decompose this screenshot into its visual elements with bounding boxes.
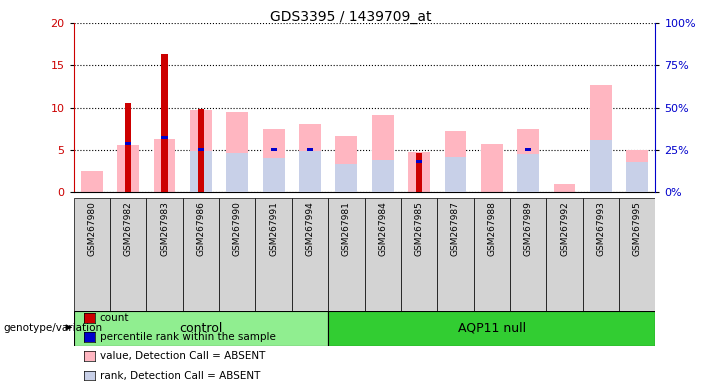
Bar: [226, 112, 248, 192]
Text: GSM267989: GSM267989: [524, 201, 533, 256]
Text: percentile rank within the sample: percentile rank within the sample: [100, 332, 275, 342]
Bar: [474, 198, 510, 317]
Bar: [74, 311, 328, 346]
Text: count: count: [100, 313, 129, 323]
Text: GSM267984: GSM267984: [379, 201, 387, 256]
Bar: [125, 103, 131, 192]
Bar: [590, 85, 612, 192]
Bar: [307, 148, 313, 151]
Bar: [263, 129, 285, 192]
Text: GSM267992: GSM267992: [560, 201, 569, 256]
Bar: [626, 150, 648, 192]
Bar: [444, 157, 466, 192]
Bar: [81, 171, 102, 192]
Bar: [626, 162, 648, 192]
Bar: [416, 153, 422, 192]
Bar: [110, 198, 147, 317]
Bar: [365, 198, 401, 317]
Bar: [271, 148, 277, 151]
Text: rank, Detection Call = ABSENT: rank, Detection Call = ABSENT: [100, 371, 260, 381]
Text: AQP11 null: AQP11 null: [458, 322, 526, 335]
Text: GSM267983: GSM267983: [160, 201, 169, 256]
Bar: [154, 139, 175, 192]
Bar: [125, 142, 131, 145]
Bar: [481, 144, 503, 192]
Bar: [335, 164, 358, 192]
Bar: [299, 151, 321, 192]
Text: GSM267981: GSM267981: [342, 201, 350, 256]
Bar: [335, 136, 358, 192]
Bar: [198, 109, 204, 192]
Bar: [554, 184, 576, 192]
Text: genotype/variation: genotype/variation: [4, 323, 102, 333]
Bar: [510, 198, 546, 317]
Bar: [198, 148, 204, 151]
Bar: [190, 151, 212, 192]
Text: GSM267993: GSM267993: [597, 201, 606, 256]
Bar: [517, 129, 539, 192]
Bar: [263, 158, 285, 192]
Text: GSM267991: GSM267991: [269, 201, 278, 256]
Bar: [328, 311, 655, 346]
Bar: [219, 198, 255, 317]
Text: GDS3395 / 1439709_at: GDS3395 / 1439709_at: [270, 10, 431, 23]
Bar: [546, 198, 583, 317]
Text: GSM267990: GSM267990: [233, 201, 242, 256]
Bar: [328, 198, 365, 317]
Text: GSM267982: GSM267982: [123, 201, 132, 256]
Bar: [408, 152, 430, 192]
Bar: [74, 198, 110, 317]
Bar: [255, 198, 292, 317]
Text: control: control: [179, 322, 223, 335]
Bar: [299, 124, 321, 192]
Bar: [590, 141, 612, 192]
Text: GSM267987: GSM267987: [451, 201, 460, 256]
Text: GSM267995: GSM267995: [633, 201, 641, 256]
Bar: [583, 198, 619, 317]
Bar: [190, 110, 212, 192]
Bar: [444, 131, 466, 192]
Bar: [517, 154, 539, 192]
Text: GSM267980: GSM267980: [88, 201, 96, 256]
Bar: [372, 160, 394, 192]
Bar: [161, 136, 168, 139]
Bar: [416, 160, 422, 163]
Text: GSM267994: GSM267994: [306, 201, 315, 256]
Bar: [161, 54, 168, 192]
Text: GSM267986: GSM267986: [196, 201, 205, 256]
Text: value, Detection Call = ABSENT: value, Detection Call = ABSENT: [100, 351, 265, 361]
Bar: [117, 145, 139, 192]
Bar: [147, 198, 183, 317]
Bar: [619, 198, 655, 317]
Bar: [372, 115, 394, 192]
Bar: [525, 148, 531, 151]
Bar: [226, 153, 248, 192]
Bar: [183, 198, 219, 317]
Bar: [401, 198, 437, 317]
Text: GSM267988: GSM267988: [487, 201, 496, 256]
Text: GSM267985: GSM267985: [414, 201, 423, 256]
Bar: [292, 198, 328, 317]
Bar: [437, 198, 474, 317]
